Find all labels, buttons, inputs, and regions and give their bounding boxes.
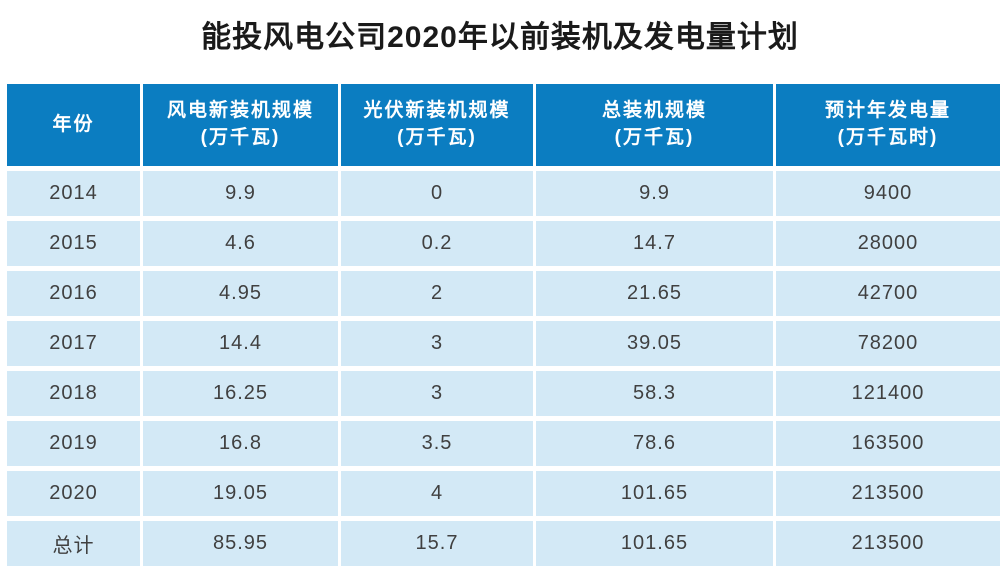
table-cell-year: 2018 — [7, 371, 140, 416]
data-table: 年份 风电新装机规模 (万千瓦) 光伏新装机规模 (万千瓦) 总装机规模 (万千… — [7, 84, 1000, 566]
column-header-pv-new-capacity: 光伏新装机规模 (万千瓦) — [341, 84, 533, 166]
table-row: 2016 4.95 2 21.65 42700 — [7, 271, 1000, 316]
table-cell-wind-new-capacity: 19.05 — [143, 471, 338, 516]
table-cell-expected-annual-generation: 163500 — [776, 421, 1000, 466]
column-header-label: 光伏新装机规模 — [363, 100, 511, 122]
table-cell-wind-new-capacity: 9.9 — [143, 171, 338, 216]
column-header-wind-new-capacity: 风电新装机规模 (万千瓦) — [143, 84, 338, 166]
table-cell-pv-new-capacity: 15.7 — [341, 521, 533, 566]
column-header-total-capacity: 总装机规模 (万千瓦) — [536, 84, 773, 166]
table-cell-pv-new-capacity: 4 — [341, 471, 533, 516]
table-cell-year: 总计 — [7, 521, 140, 566]
table-cell-expected-annual-generation: 78200 — [776, 321, 1000, 366]
table-header-row: 年份 风电新装机规模 (万千瓦) 光伏新装机规模 (万千瓦) 总装机规模 (万千… — [7, 84, 1000, 166]
column-header-unit: (万千瓦) — [397, 127, 477, 148]
table-cell-expected-annual-generation: 9400 — [776, 171, 1000, 216]
table-cell-expected-annual-generation: 42700 — [776, 271, 1000, 316]
table-cell-pv-new-capacity: 3 — [341, 371, 533, 416]
column-header-label: 风电新装机规模 — [166, 100, 314, 122]
table-cell-pv-new-capacity: 0.2 — [341, 221, 533, 266]
table-row: 2015 4.6 0.2 14.7 28000 — [7, 221, 1000, 266]
table-row: 2020 19.05 4 101.65 213500 — [7, 471, 1000, 516]
table-cell-total-capacity: 14.7 — [536, 221, 773, 266]
table-cell-pv-new-capacity: 2 — [341, 271, 533, 316]
table-cell-year: 2020 — [7, 471, 140, 516]
table-cell-total-capacity: 101.65 — [536, 471, 773, 516]
column-header-unit: (万千瓦) — [614, 127, 695, 148]
column-header-label: 预计年发电量 — [824, 100, 951, 122]
table-cell-expected-annual-generation: 213500 — [776, 471, 1000, 516]
table-row: 2014 9.9 0 9.9 9400 — [7, 171, 1000, 216]
table-cell-wind-new-capacity: 85.95 — [143, 521, 338, 566]
table-cell-year: 2019 — [7, 421, 140, 466]
column-header-label: 年份 — [52, 113, 95, 135]
table-cell-total-capacity: 58.3 — [536, 371, 773, 416]
table-row: 总计 85.95 15.7 101.65 213500 — [7, 521, 1000, 566]
column-header-year: 年份 — [7, 84, 140, 166]
table-cell-wind-new-capacity: 16.25 — [143, 371, 338, 416]
table-cell-total-capacity: 78.6 — [536, 421, 773, 466]
table-cell-total-capacity: 39.05 — [536, 321, 773, 366]
table-cell-year: 2017 — [7, 321, 140, 366]
column-header-expected-annual-generation: 预计年发电量 (万千瓦时) — [776, 84, 1000, 166]
table-row: 2017 14.4 3 39.05 78200 — [7, 321, 1000, 366]
column-header-unit: (万千瓦) — [200, 127, 281, 148]
table-cell-wind-new-capacity: 14.4 — [143, 321, 338, 366]
table-cell-year: 2015 — [7, 221, 140, 266]
table-cell-expected-annual-generation: 213500 — [776, 521, 1000, 566]
table-cell-year: 2014 — [7, 171, 140, 216]
table-cell-pv-new-capacity: 0 — [341, 171, 533, 216]
table-cell-year: 2016 — [7, 271, 140, 316]
table-cell-wind-new-capacity: 4.95 — [143, 271, 338, 316]
table-cell-total-capacity: 101.65 — [536, 521, 773, 566]
table-cell-pv-new-capacity: 3.5 — [341, 421, 533, 466]
table-cell-total-capacity: 9.9 — [536, 171, 773, 216]
page-title: 能投风电公司2020年以前装机及发电量计划 — [201, 21, 799, 54]
column-header-label: 总装机规模 — [601, 100, 707, 122]
table-cell-expected-annual-generation: 28000 — [776, 221, 1000, 266]
table-cell-wind-new-capacity: 4.6 — [143, 221, 338, 266]
table-cell-total-capacity: 21.65 — [536, 271, 773, 316]
column-header-unit: (万千瓦时) — [837, 127, 939, 148]
table-cell-expected-annual-generation: 121400 — [776, 371, 1000, 416]
table-body: 2014 9.9 0 9.9 9400 2015 4.6 0.2 14.7 28… — [7, 171, 1000, 566]
table-row: 2018 16.25 3 58.3 121400 — [7, 371, 1000, 416]
table-cell-wind-new-capacity: 16.8 — [143, 421, 338, 466]
table-row: 2019 16.8 3.5 78.6 163500 — [7, 421, 1000, 466]
table-cell-pv-new-capacity: 3 — [341, 321, 533, 366]
